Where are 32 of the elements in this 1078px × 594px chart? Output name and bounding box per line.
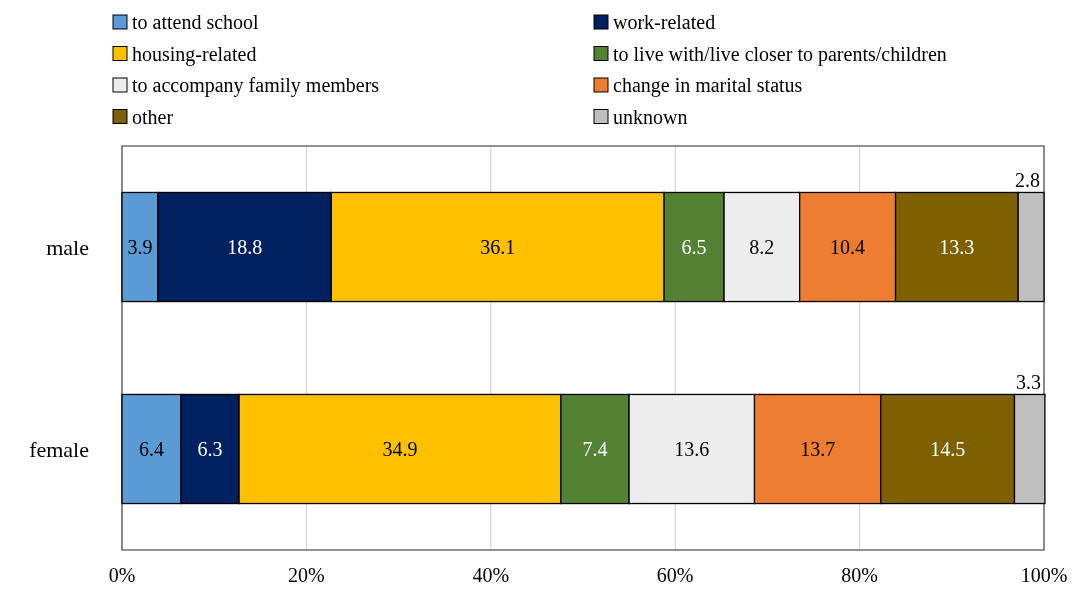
x-tick-label: 60% xyxy=(656,564,694,586)
y-tick-label: female xyxy=(29,436,89,462)
legend-label: other xyxy=(132,105,174,128)
data-label: 6.5 xyxy=(681,236,707,258)
legend-label: to live with/live closer to parents/children xyxy=(613,42,947,66)
data-label: 6.3 xyxy=(197,438,223,460)
legend-label: housing-related xyxy=(132,42,257,66)
data-label: 36.1 xyxy=(480,236,516,258)
x-tick-label: 100% xyxy=(1020,564,1068,586)
legend-label: to attend school xyxy=(132,11,260,33)
data-label: 2.8 xyxy=(1015,169,1040,192)
x-tick-label: 80% xyxy=(841,564,878,586)
data-label: 13.7 xyxy=(800,438,836,460)
data-label: 13.6 xyxy=(674,438,710,460)
data-label: 3.9 xyxy=(127,236,153,258)
data-label: 13.3 xyxy=(939,236,975,258)
data-label: 7.4 xyxy=(582,438,608,460)
data-label: 8.2 xyxy=(749,236,775,258)
x-tick-label: 0% xyxy=(108,564,136,586)
legend-label: unknown xyxy=(613,105,688,128)
x-tick-label: 20% xyxy=(288,564,325,586)
data-label: 18.8 xyxy=(227,236,263,258)
data-label: 3.3 xyxy=(1015,371,1041,394)
data-label: 34.9 xyxy=(382,438,418,460)
data-label: 6.4 xyxy=(139,438,164,460)
x-tick-label: 40% xyxy=(472,564,510,586)
data-label: 14.5 xyxy=(930,438,966,460)
legend-label: work-related xyxy=(613,11,716,33)
data-label: 10.4 xyxy=(830,236,866,258)
legend-label: to accompany family members xyxy=(132,74,380,97)
legend-label: change in marital status xyxy=(613,74,803,97)
y-tick-label: male xyxy=(46,234,89,260)
